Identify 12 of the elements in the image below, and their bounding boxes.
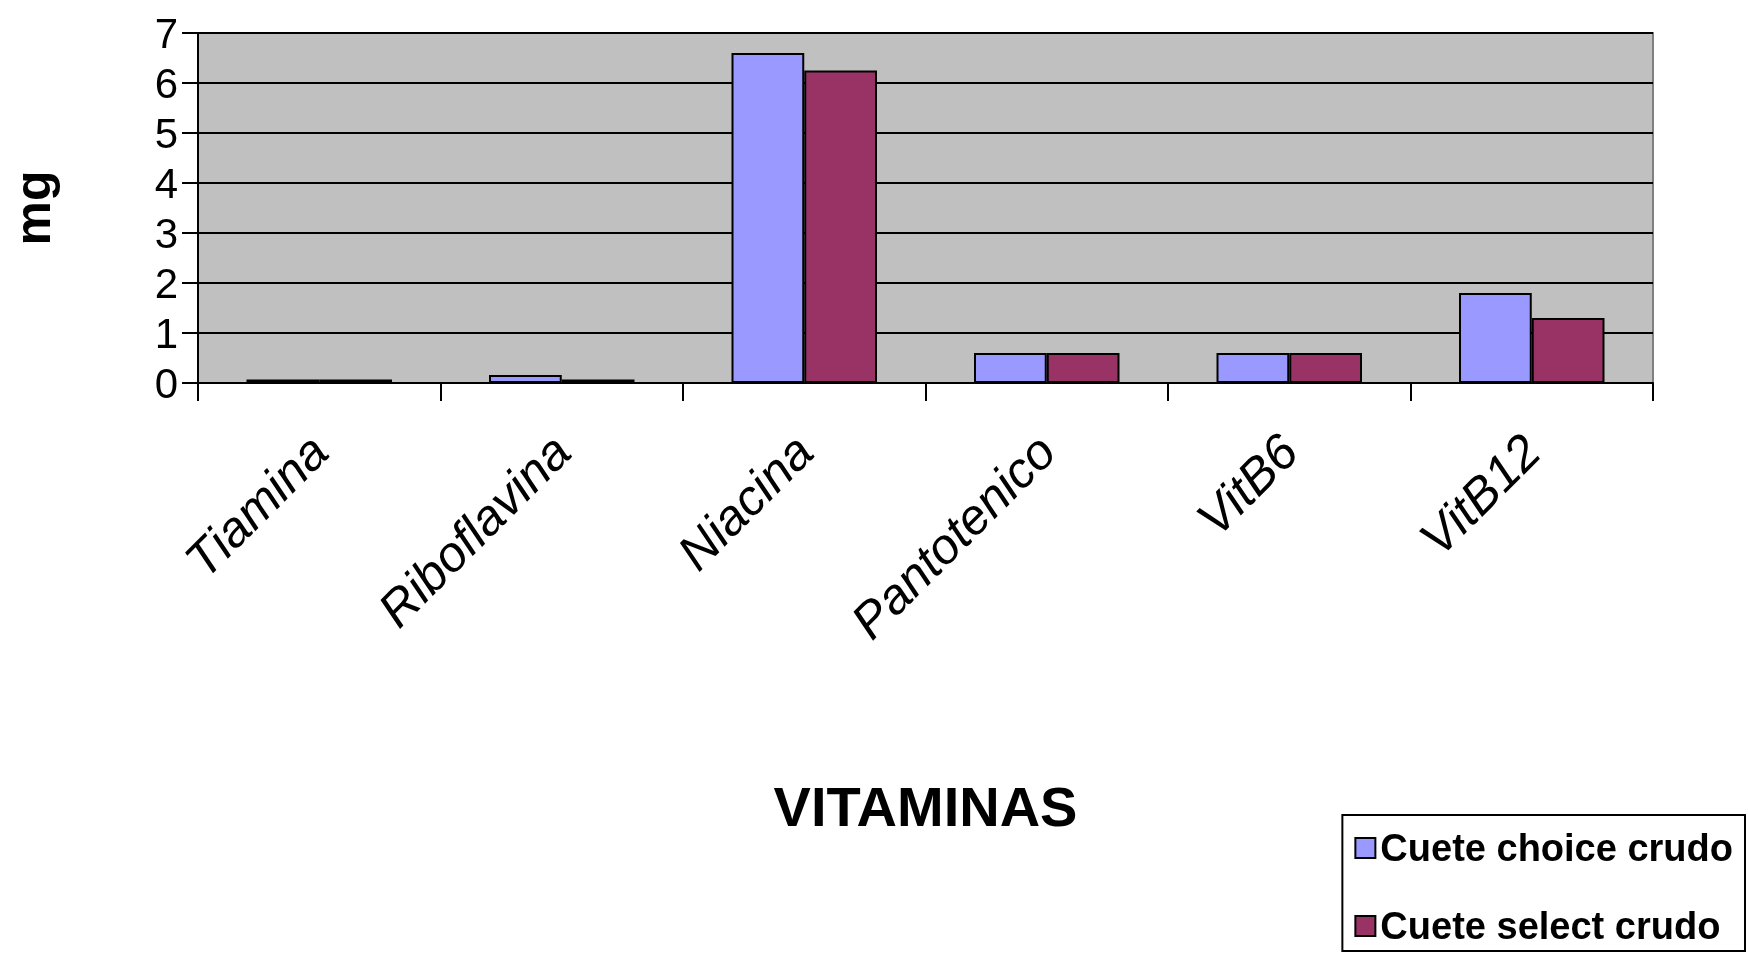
y-tick-label: 2 [154, 259, 178, 307]
x-axis-title: VITAMINAS [773, 774, 1078, 838]
y-tick-label: 4 [154, 159, 178, 207]
y-tick-label: 7 [154, 9, 178, 57]
legend-label: Cuete select crudo [1380, 905, 1721, 947]
y-axis-title: mg [5, 170, 61, 246]
y-tick-label: 6 [154, 59, 178, 107]
y-tick-label: 1 [154, 309, 178, 357]
legend-label: Cuete choice crudo [1380, 827, 1734, 869]
y-tick-label: 5 [154, 109, 178, 157]
y-tick-label: 3 [154, 209, 178, 257]
y-tick-label: 0 [154, 359, 178, 407]
